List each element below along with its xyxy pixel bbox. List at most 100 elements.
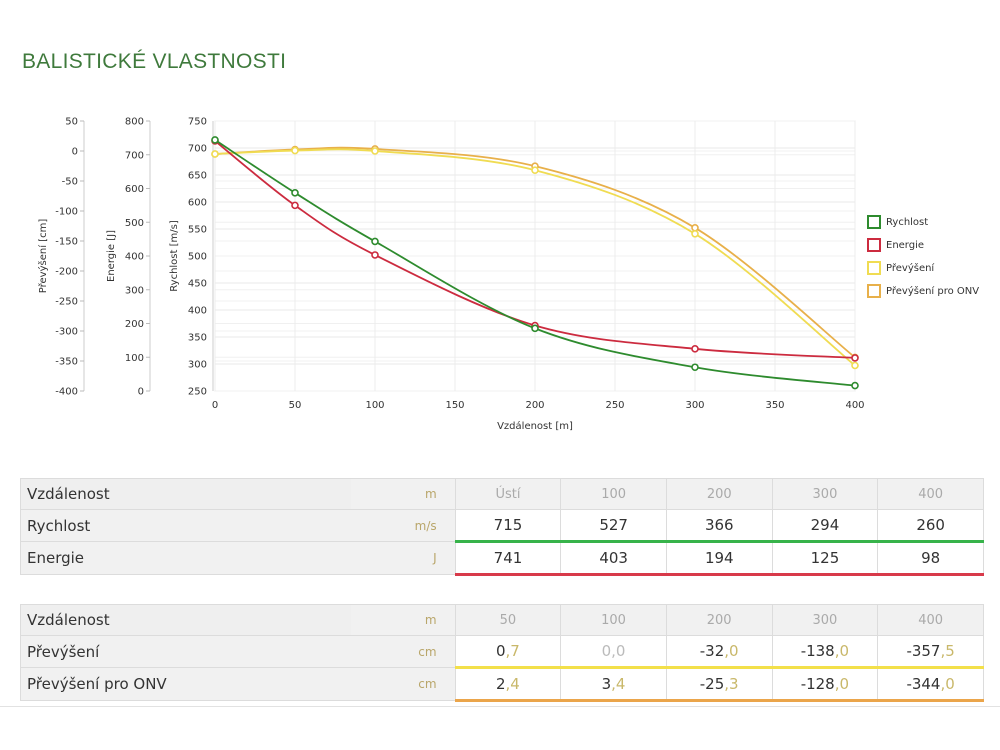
x-tick-label: 200 [525,400,544,411]
data-point [531,324,539,333]
legend-swatch [867,238,881,252]
legend-swatch [867,284,881,298]
y-tick-label: 0 [72,147,78,158]
y-tick-label: 350 [188,333,207,344]
x-tick-label: 300 [685,400,704,411]
cell-decimal: ,0 [611,642,626,660]
cell-decimal: ,0 [834,642,850,660]
y-tick-label: 200 [125,319,144,330]
cell-decimal: ,0 [940,675,955,693]
y-tick-label: 700 [188,144,207,155]
data-point [371,237,379,246]
cell-integer: -357 [906,642,941,660]
data-point [691,345,699,353]
legend-entry: Převýšení pro ONV [886,285,979,297]
x-tick-label: 50 [289,400,302,411]
y-tick-label: -300 [55,327,78,338]
row-label: Převýšení pro ONV [19,667,351,701]
divider [0,706,1000,707]
cell-decimal: ,4 [505,675,520,693]
cell-decimal: ,0 [724,642,739,660]
table-cell: Ústí [454,478,562,510]
velocity-energy-table: Vzdálenost m Ústí 100 200 300 400 Rychlost m/s 71… [19,478,984,576]
cell-integer: -32 [699,642,725,660]
table-cell: 260 [877,509,984,543]
data-point [691,363,699,372]
table-cell: -357,5 [877,635,984,669]
y-tick-label: -50 [62,177,78,188]
cell-decimal: ,3 [724,675,739,693]
table-cell: 200 [665,478,773,510]
legend-swatch [867,261,881,275]
cell-integer: -344 [906,675,941,693]
legend-entry: Rychlost [886,217,928,228]
y-tick-label: 50 [65,117,78,128]
row-unit: m/s [350,509,456,542]
x-tick-label: 100 [365,400,384,411]
table-cell: -32,0 [665,635,773,669]
legend-entry: Energie [886,240,924,251]
cell-integer: -128 [800,675,835,693]
data-point [371,251,379,259]
y-tick-label: 550 [188,225,207,236]
row-unit: cm [350,635,456,668]
table-cell: 741 [454,541,562,576]
y-tick-label: -400 [55,387,78,398]
table-row: Rychlost m/s 715 527 366 294 260 [19,509,984,543]
data-point [851,354,859,362]
table-cell: 527 [560,509,667,543]
table-cell: 366 [665,509,773,543]
y-tick-label: 600 [188,198,207,209]
cell-decimal: ,0 [834,675,850,693]
cell-integer: 0 [601,642,612,660]
cell-integer: -138 [800,642,835,660]
row-unit: cm [350,667,456,701]
cell-integer: -25 [699,675,725,693]
data-point [691,224,699,232]
row-label: Vzdálenost [19,478,351,510]
y-tick-label: 700 [125,150,144,161]
cell-decimal: ,7 [505,642,520,660]
y-tick-label: 500 [125,218,144,229]
y-tick-label: -200 [55,267,78,278]
y-tick-label: 450 [188,279,207,290]
row-label: Převýšení [19,635,351,668]
y-tick-label: 300 [188,360,207,371]
table-cell: 194 [665,541,773,576]
table-cell: 0,0 [560,635,667,669]
data-point [531,166,539,174]
table-cell: -344,0 [877,667,984,702]
row-unit: J [350,541,456,575]
table-header-row: Vzdálenost m 50 100 200 300 400 [19,604,984,636]
y-axis-label: Energie [J] [106,230,117,282]
x-tick-label: 0 [212,400,218,411]
table-row: Energie J 741 403 194 125 98 [19,541,984,576]
data-point [291,146,299,155]
table-cell: 400 [877,478,984,510]
table-cell: 400 [877,604,984,636]
y-axis-label: Převýšení [cm] [37,219,49,294]
y-tick-label: -150 [55,237,78,248]
data-point [851,361,859,370]
table-cell: 50 [454,604,562,636]
table-cell: 98 [877,541,984,576]
cell-integer: 0 [495,642,506,660]
table-cell: 300 [771,478,879,510]
y-tick-label: 400 [188,306,207,317]
row-unit: m [350,478,456,510]
cell-decimal: ,4 [611,675,626,693]
table-cell: 294 [771,509,879,543]
table-cell: 125 [771,541,879,576]
y-tick-label: -250 [55,297,78,308]
data-point [211,136,219,144]
drop-table: Vzdálenost m 50 100 200 300 400 Převýšení cm 0,7 0… [19,604,984,702]
page-title: BALISTICKÉ VLASTNOSTI [22,50,287,73]
x-tick-label: 350 [765,400,784,411]
cell-integer: 2 [495,675,506,693]
table-cell: 200 [665,604,773,636]
legend-swatch [867,215,881,229]
table-cell: -128,0 [771,667,879,702]
cell-integer: 3 [601,675,612,693]
y-tick-label: 400 [125,252,144,263]
x-tick-label: 400 [845,400,864,411]
